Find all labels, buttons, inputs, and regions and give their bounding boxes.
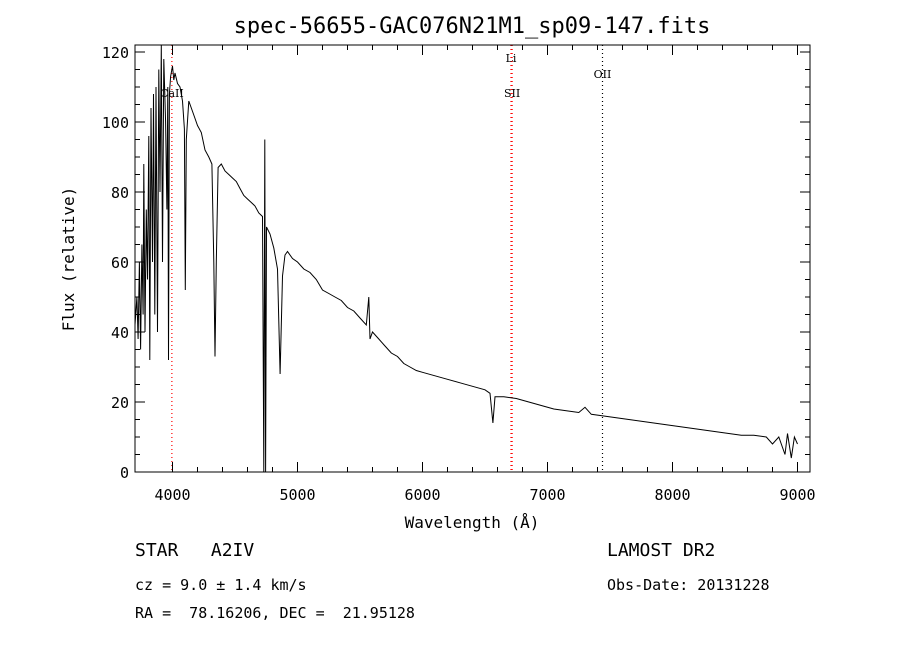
object-type: STAR A2IV [135, 540, 255, 561]
observation-date: Obs-Date: 20131228 [607, 576, 770, 594]
redshift-value: cz = 9.0 ± 1.4 km/s [135, 576, 307, 594]
marker-label-caii: CaII [160, 87, 184, 100]
x-tick-label: 9000 [779, 486, 815, 504]
marker-label-li: Li [506, 52, 517, 65]
x-tick-label: 5000 [279, 486, 315, 504]
marker-label-oii: OII [594, 68, 612, 81]
y-tick-label: 120 [102, 44, 129, 62]
x-tick-label: 6000 [404, 486, 440, 504]
x-tick-label: 8000 [654, 486, 690, 504]
y-tick-label: 0 [120, 464, 129, 482]
y-tick-label: 80 [111, 184, 129, 202]
y-tick-label: 40 [111, 324, 129, 342]
chart-title: spec-56655-GAC076N21M1_sp09-147.fits [234, 14, 711, 39]
y-axis-label: Flux (relative) [59, 187, 78, 332]
x-tick-label: 4000 [154, 486, 190, 504]
axis-ticks: 4000 5000 6000 7000 8000 9000 0 20 40 60 80 100 120 [102, 44, 816, 504]
y-tick-label: 100 [102, 114, 129, 132]
x-tick-label: 7000 [529, 486, 565, 504]
marker-label-sii: SII [504, 87, 520, 100]
y-tick-label: 60 [111, 254, 129, 272]
plot-frame [134, 44, 811, 473]
line-markers: CaII Li SII OII [160, 45, 611, 472]
spectrum-line [134, 44, 798, 473]
y-tick-label: 20 [111, 394, 129, 412]
coordinates: RA = 78.16206, DEC = 21.95128 [135, 604, 415, 622]
survey-name: LAMOST DR2 [607, 540, 716, 561]
x-axis-label: Wavelength (Å) [405, 513, 540, 532]
